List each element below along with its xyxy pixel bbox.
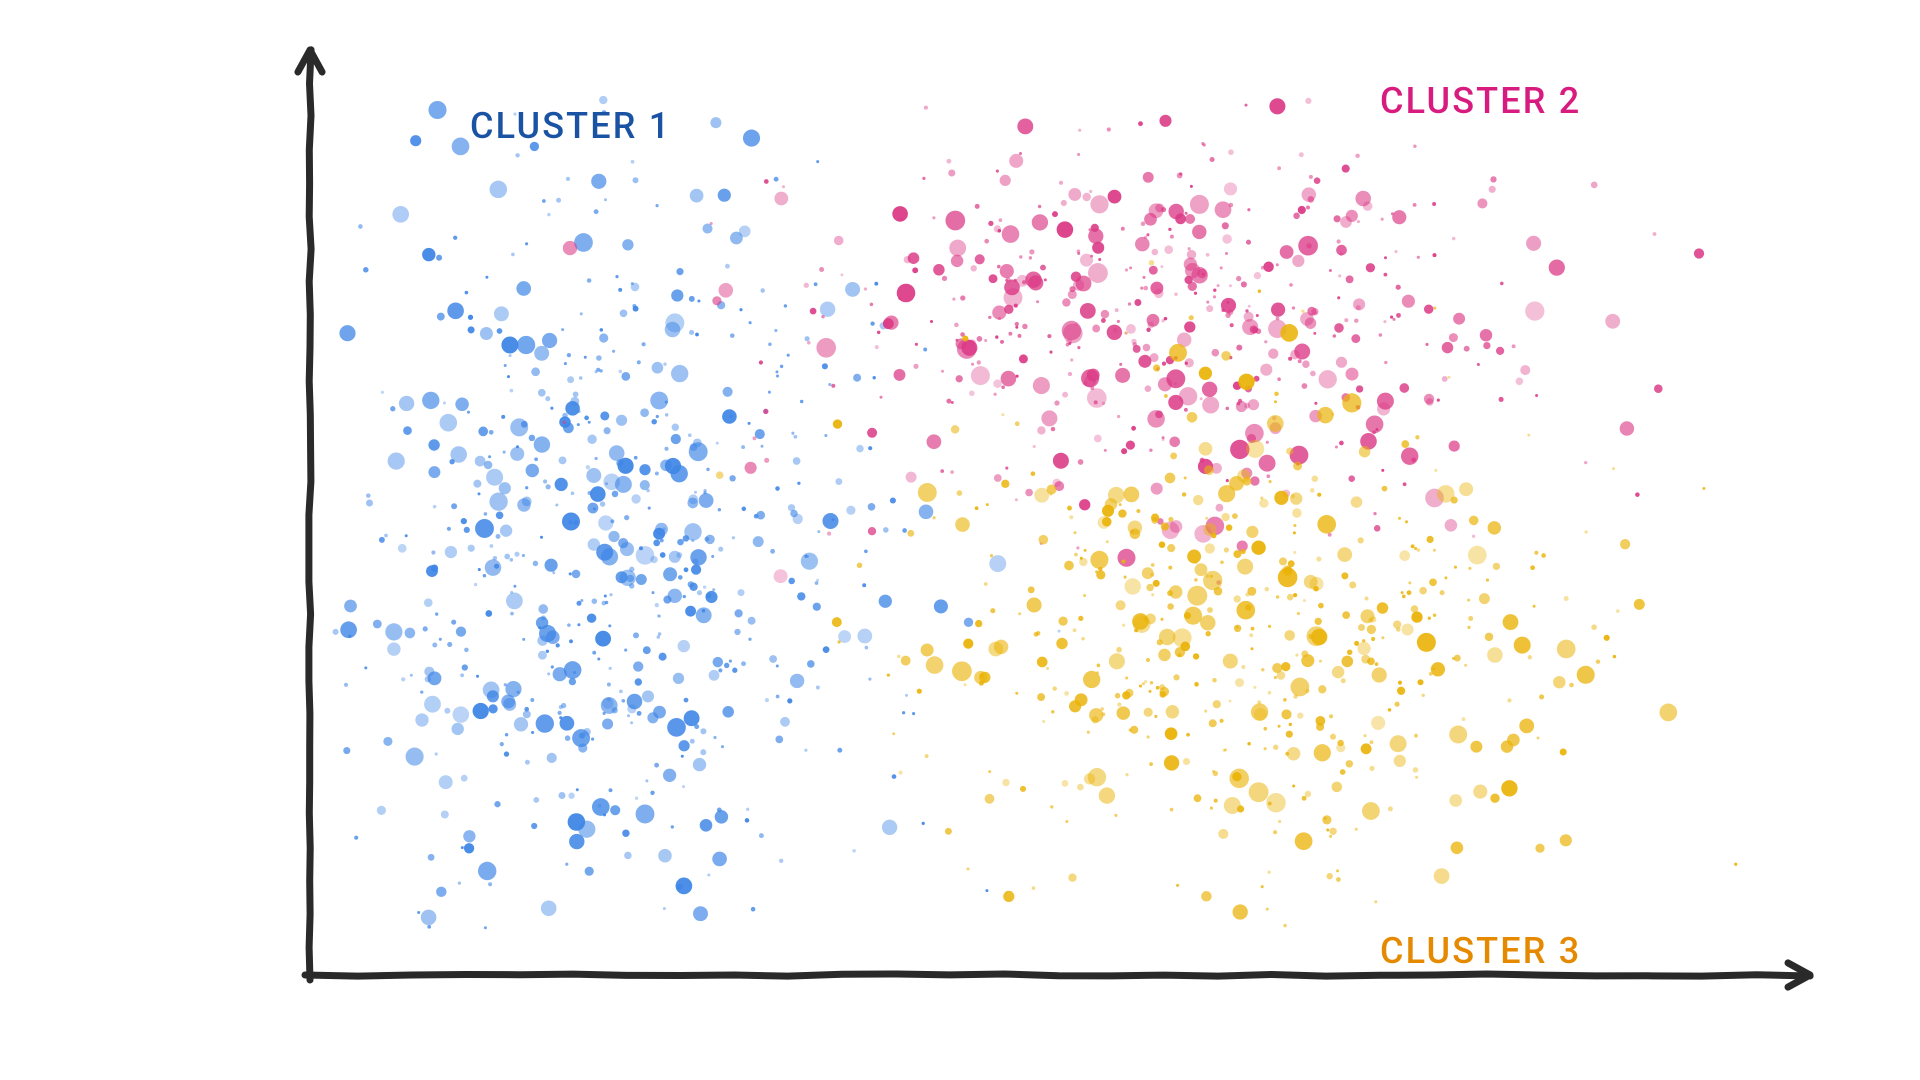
y-axis <box>309 50 311 980</box>
cluster-3-label: CLUSTER 3 <box>1380 930 1581 972</box>
cluster2-points <box>563 98 1704 585</box>
points-layer <box>333 96 1738 929</box>
axes-layer <box>298 50 1810 987</box>
chart-stage: CLUSTER 1 CLUSTER 2 CLUSTER 3 <box>0 0 1920 1080</box>
x-axis <box>305 974 1810 976</box>
cluster-2-label: CLUSTER 2 <box>1380 80 1581 122</box>
scatter-plot <box>0 0 1920 1080</box>
cluster-1-label: CLUSTER 1 <box>470 105 671 147</box>
cluster3-points <box>716 260 1737 927</box>
